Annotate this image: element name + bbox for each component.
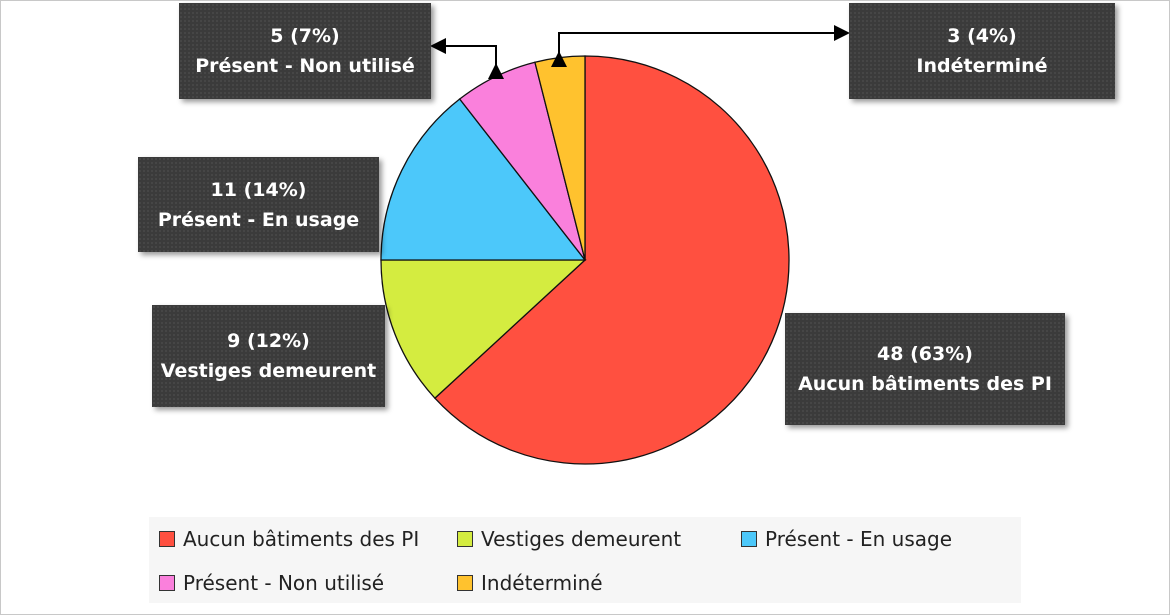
legend-swatch	[457, 575, 473, 591]
label-category: Présent - Non utilisé	[195, 55, 415, 77]
leader-arrow-indetermine	[551, 25, 850, 67]
legend-swatch	[159, 575, 175, 591]
legend-label: Présent - En usage	[765, 527, 952, 551]
legend-item: Présent - Non utilisé	[159, 571, 384, 595]
label-value: 48 (63%)	[877, 343, 973, 365]
label-value: 11 (14%)	[210, 178, 307, 201]
legend-label: Aucun bâtiments des PI	[183, 527, 420, 551]
legend-item: Aucun bâtiments des PI	[159, 527, 419, 551]
leader-arrow-non-utilise	[430, 38, 504, 79]
pie-slice-1	[380, 259, 587, 400]
legend-item: Indéterminé	[457, 571, 603, 595]
legend-swatch	[457, 531, 473, 547]
data-label-non-utilise: 5 (7%) Présent - Non utilisé	[179, 3, 431, 99]
label-value: 5 (7%)	[270, 25, 340, 47]
pie-slice-0	[433, 55, 790, 465]
legend-swatch	[741, 531, 757, 547]
legend-swatch	[159, 531, 175, 547]
label-category: Vestiges demeurent	[160, 360, 377, 382]
data-label-vestiges: 9 (12%) Vestiges demeurent	[152, 305, 385, 407]
legend-item: Présent - En usage	[741, 527, 952, 551]
label-category: Aucun bâtiments des PI	[798, 373, 1052, 395]
data-label-en-usage: 11 (14%) Présent - En usage	[138, 157, 379, 252]
legend-item: Vestiges demeurent	[457, 527, 681, 551]
legend-label: Présent - Non utilisé	[183, 571, 385, 595]
data-label-aucun: 48 (63%) Aucun bâtiments des PI	[785, 313, 1065, 425]
legend-label: Vestiges demeurent	[481, 527, 682, 551]
pie-slice-2	[380, 98, 587, 261]
label-value: 9 (12%)	[227, 330, 310, 352]
data-label-indetermine: 3 (4%) Indéterminé	[849, 3, 1115, 99]
label-category: Indéterminé	[916, 55, 1048, 77]
legend-label: Indéterminé	[481, 571, 603, 595]
label-value: 3 (4%)	[947, 25, 1017, 47]
label-category: Présent - En usage	[157, 208, 360, 231]
legend: Aucun bâtiments des PI Vestiges demeuren…	[149, 517, 1021, 603]
